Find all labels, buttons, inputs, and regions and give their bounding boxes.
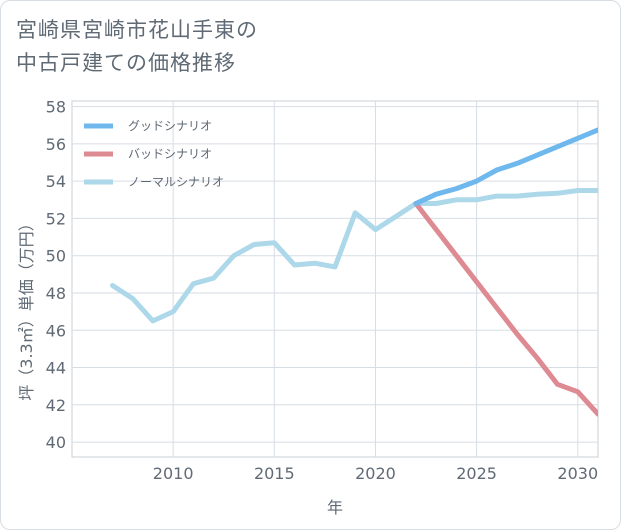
y-tick-label-58: 58 [46,98,66,117]
y-tick-label-44: 44 [46,359,66,378]
legend-label-2: ノーマルシナリオ [128,175,224,189]
series-line-1 [413,201,598,417]
y-tick-label-42: 42 [46,396,66,415]
x-axis-label: 年 [327,498,343,517]
x-tick-label-2025: 2025 [456,464,497,483]
y-tick-label-40: 40 [46,433,66,452]
y-axis-label: 坪（3.3㎡）単価（万円） [17,215,36,400]
y-tick-label-50: 50 [46,247,66,266]
x-tick-label-2030: 2030 [557,464,598,483]
y-tick-label-56: 56 [46,135,66,154]
grid-lines [72,101,598,457]
x-axis-ticks: 2010 2015 2020 2025 2030 [153,464,598,483]
y-axis-ticks: 40 42 44 46 48 50 52 54 56 58 [46,98,66,452]
series-line-0 [413,127,598,206]
plot-area [71,100,599,458]
y-tick-label-54: 54 [46,172,66,191]
x-tick-label-2010: 2010 [153,464,194,483]
x-tick-label-2015: 2015 [254,464,295,483]
y-tick-label-48: 48 [46,284,66,303]
y-tick-label-52: 52 [46,209,66,228]
x-tick-label-2020: 2020 [355,464,396,483]
chart-title: 宮崎県宮崎市花山手東の 中古戸建ての価格推移 [16,14,258,80]
chart-title-line-2: 中古戸建ての価格推移 [16,51,236,75]
legend-label-0: グッドシナリオ [128,119,212,133]
y-tick-label-46: 46 [46,321,66,340]
chart-title-line-1: 宮崎県宮崎市花山手東の [16,18,258,42]
legend-label-1: バッドシナリオ [128,147,212,161]
series-line-2 [110,188,598,324]
series-lines [110,127,598,417]
